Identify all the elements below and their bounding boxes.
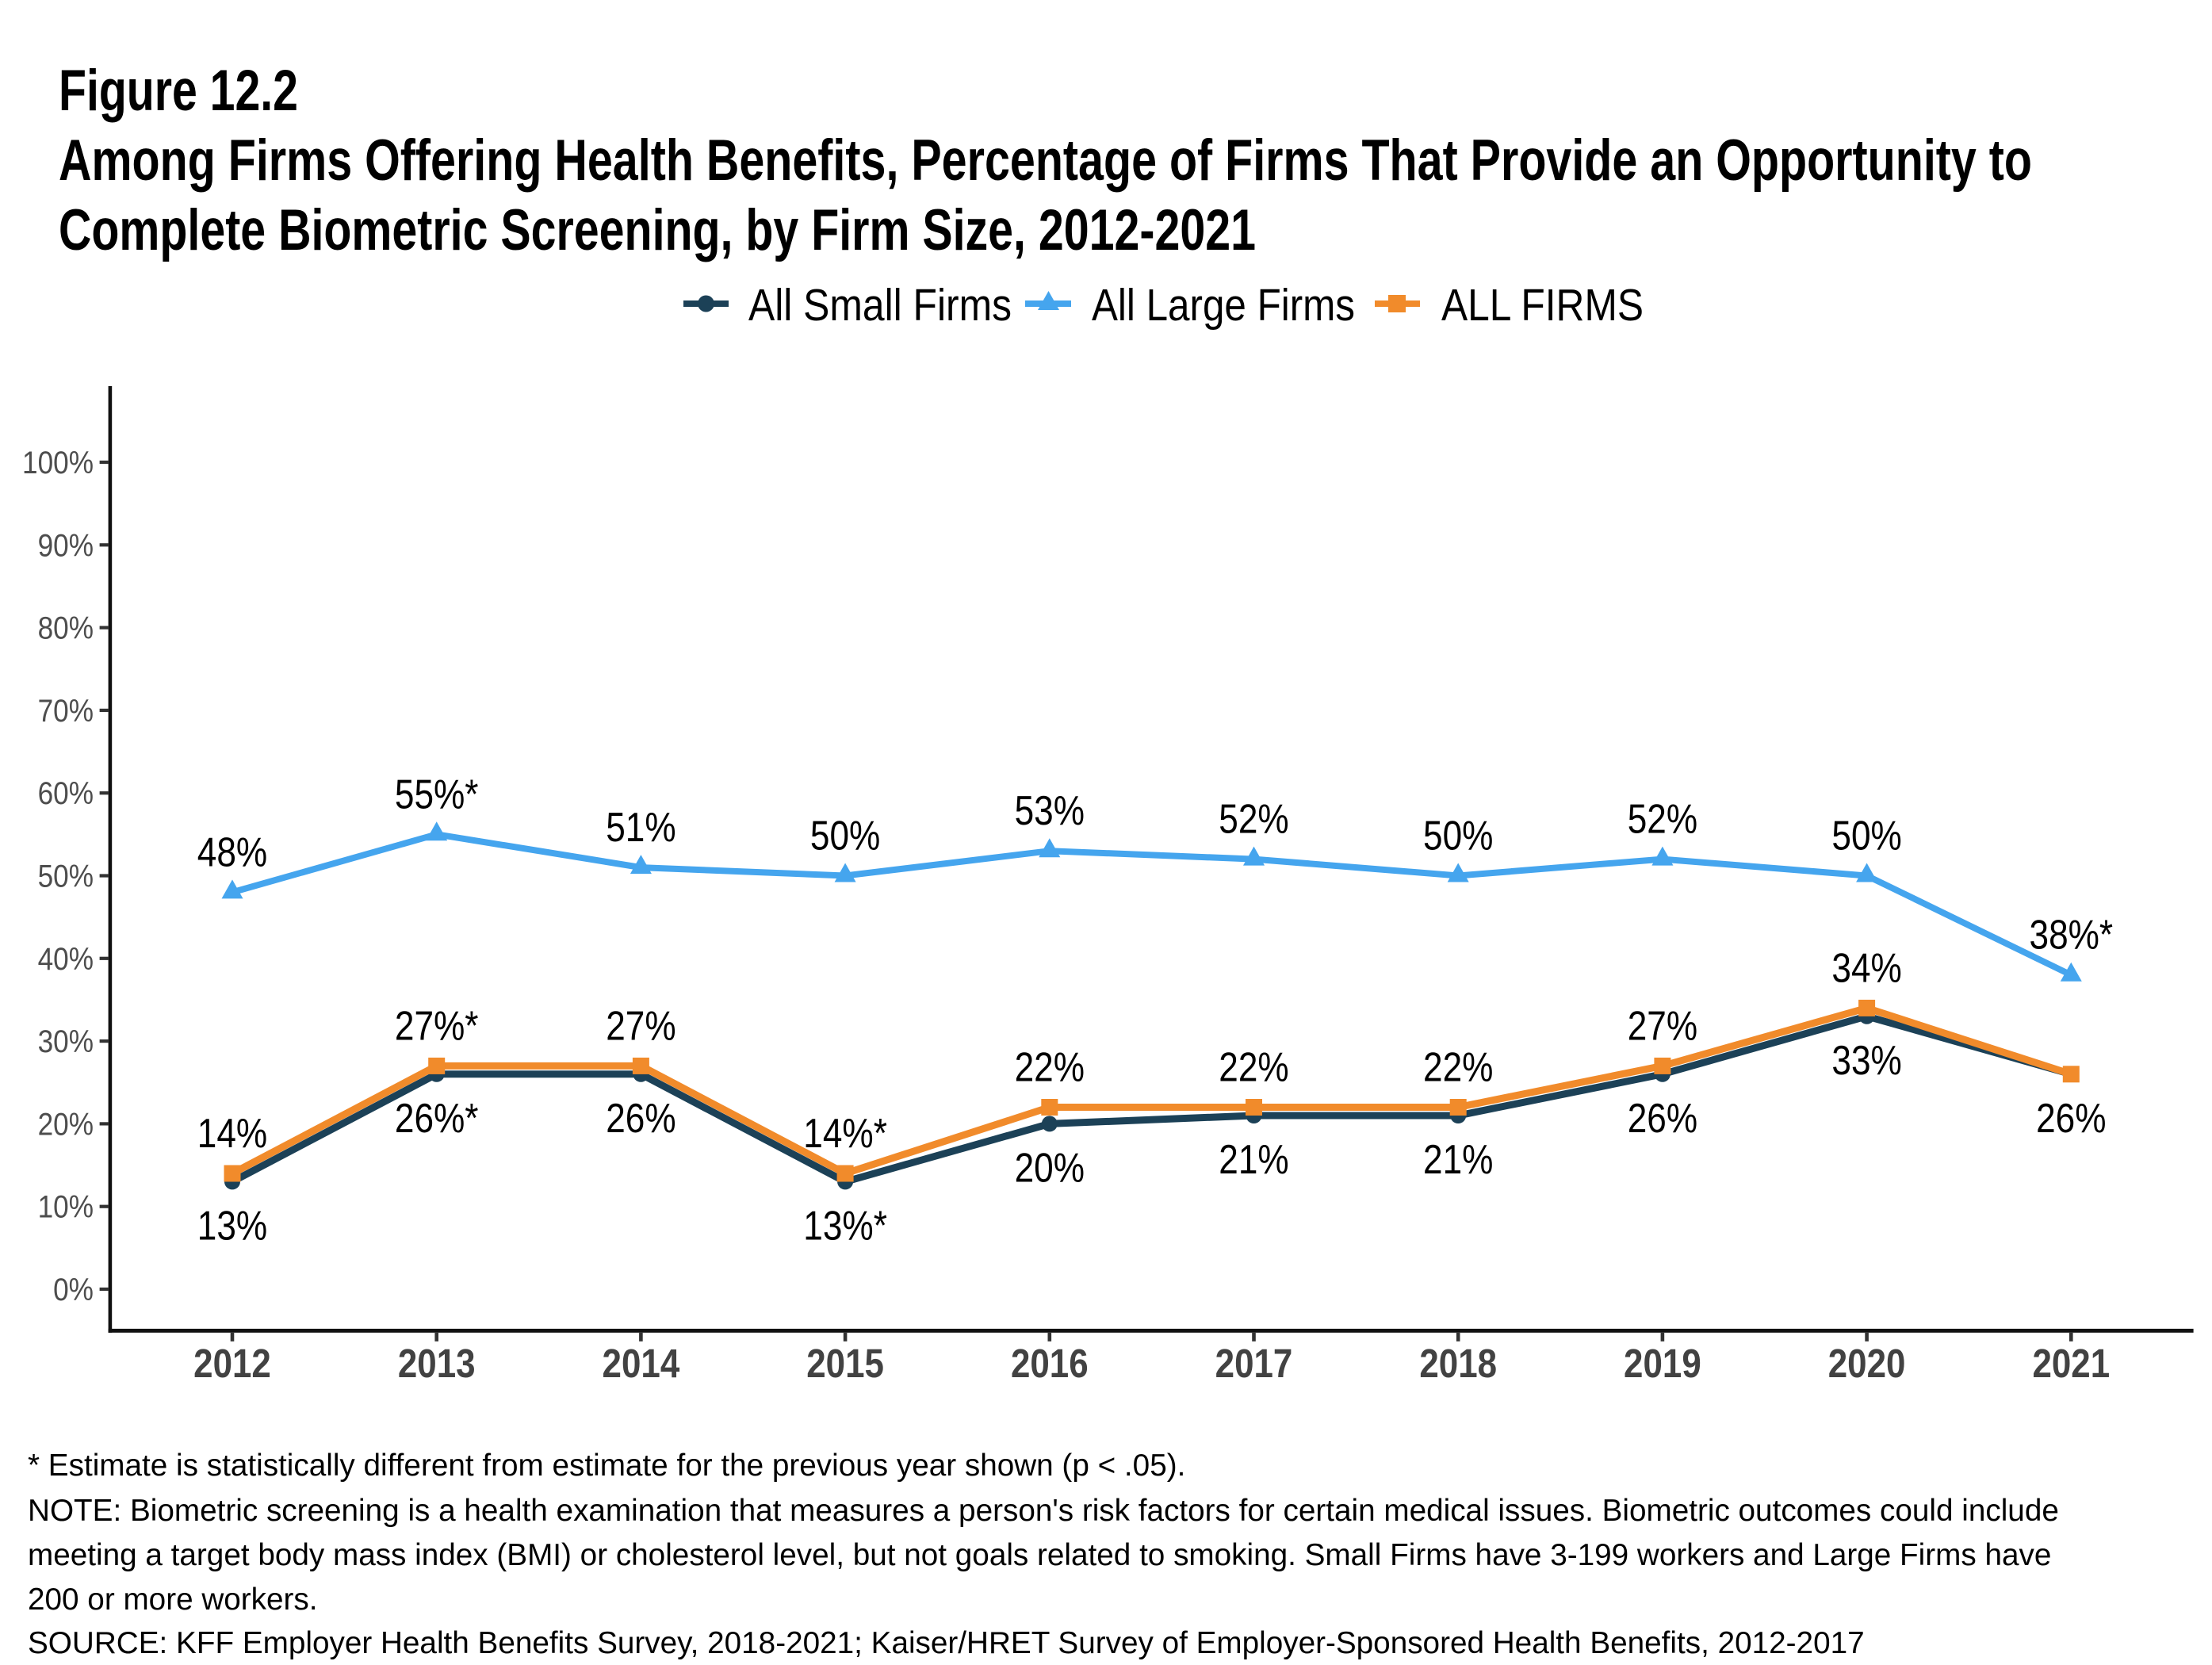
svg-text:2018: 2018 [1419, 1341, 1497, 1386]
svg-text:55%*: 55%* [395, 771, 479, 817]
svg-text:50%: 50% [1423, 813, 1493, 859]
svg-text:2017: 2017 [1215, 1341, 1293, 1386]
svg-text:10%: 10% [38, 1190, 94, 1225]
svg-text:48%: 48% [197, 829, 267, 875]
svg-text:SOURCE: KFF Employer Health Be: SOURCE: KFF Employer Health Benefits Sur… [28, 1626, 1865, 1660]
svg-text:200 or more workers.: 200 or more workers. [28, 1583, 318, 1617]
svg-text:* Estimate is statistically di: * Estimate is statistically different fr… [28, 1449, 1185, 1483]
svg-text:ALL FIRMS: ALL FIRMS [1441, 280, 1644, 331]
svg-text:20%: 20% [1015, 1145, 1085, 1191]
svg-text:Among Firms Offering Health Be: Among Firms Offering Health Benefits, Pe… [59, 128, 2032, 193]
svg-text:21%: 21% [1219, 1137, 1288, 1183]
svg-text:All Small Firms: All Small Firms [748, 280, 1012, 331]
svg-text:26%: 26% [606, 1096, 675, 1142]
svg-text:50%: 50% [810, 813, 880, 859]
svg-text:27%: 27% [606, 1003, 675, 1049]
svg-text:22%: 22% [1015, 1045, 1085, 1091]
svg-text:33%: 33% [1831, 1038, 1901, 1084]
svg-text:Figure 12.2: Figure 12.2 [59, 59, 298, 123]
svg-text:14%: 14% [197, 1111, 267, 1157]
svg-text:0%: 0% [53, 1273, 94, 1307]
svg-text:2013: 2013 [398, 1341, 476, 1386]
svg-text:30%: 30% [38, 1024, 94, 1059]
svg-text:2014: 2014 [603, 1341, 680, 1386]
svg-text:80%: 80% [38, 611, 94, 646]
svg-text:51%: 51% [606, 805, 675, 851]
svg-text:26%: 26% [2036, 1096, 2106, 1142]
svg-text:90%: 90% [38, 528, 94, 563]
svg-text:meeting a target body mass ind: meeting a target body mass index (BMI) o… [28, 1538, 2051, 1572]
svg-text:2015: 2015 [806, 1341, 884, 1386]
svg-text:26%: 26% [1628, 1096, 1697, 1142]
svg-text:2020: 2020 [1828, 1341, 1906, 1386]
svg-text:27%: 27% [1628, 1003, 1697, 1049]
svg-text:2019: 2019 [1624, 1341, 1701, 1386]
svg-text:53%: 53% [1015, 788, 1085, 834]
svg-text:22%: 22% [1423, 1045, 1493, 1091]
svg-text:100%: 100% [22, 446, 94, 480]
svg-text:70%: 70% [38, 694, 94, 729]
svg-text:NOTE: Biometric screening is a: NOTE: Biometric screening is a health ex… [28, 1494, 2059, 1528]
svg-text:All Large Firms: All Large Firms [1092, 280, 1355, 331]
svg-text:13%*: 13%* [803, 1203, 887, 1249]
svg-text:38%*: 38%* [2030, 913, 2114, 959]
svg-text:34%: 34% [1831, 945, 1901, 991]
svg-text:2021: 2021 [2032, 1341, 2110, 1386]
svg-text:60%: 60% [38, 776, 94, 811]
svg-text:21%: 21% [1423, 1137, 1493, 1183]
svg-text:52%: 52% [1628, 797, 1697, 843]
svg-text:50%: 50% [1831, 813, 1901, 859]
svg-text:13%: 13% [197, 1203, 267, 1249]
svg-text:22%: 22% [1219, 1045, 1288, 1091]
svg-text:Complete Biometric Screening,: Complete Biometric Screening, by Firm Si… [59, 198, 1256, 262]
svg-text:40%: 40% [38, 942, 94, 977]
svg-text:50%: 50% [38, 859, 94, 894]
svg-text:14%*: 14%* [803, 1111, 887, 1157]
svg-text:26%*: 26%* [395, 1096, 479, 1142]
svg-text:52%: 52% [1219, 797, 1288, 843]
svg-text:2012: 2012 [193, 1341, 271, 1386]
svg-text:2016: 2016 [1011, 1341, 1089, 1386]
svg-text:27%*: 27%* [395, 1003, 479, 1049]
svg-text:20%: 20% [38, 1107, 94, 1142]
